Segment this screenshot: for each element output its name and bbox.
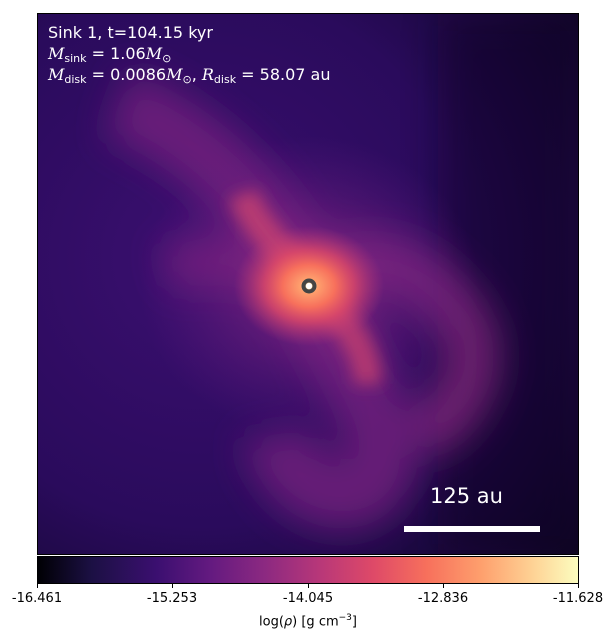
colorbar-tick	[578, 584, 579, 588]
sink-time-label: Sink 1, t=104.15 kyr	[48, 23, 213, 42]
colorbar-tick	[308, 584, 309, 588]
colorbar-tick	[37, 584, 38, 588]
colorbar-tick	[172, 584, 173, 588]
sink-mass-label: Msink = 1.06M⊙	[48, 44, 172, 65]
colorbar-tick-label: -11.628	[552, 591, 604, 606]
scale-bar-label: 125 au	[430, 484, 503, 508]
colorbar-tick	[443, 584, 444, 588]
scale-bar	[404, 526, 540, 532]
colorbar-tick-label: -15.253	[146, 591, 198, 606]
disk-mass-radius-label: Mdisk = 0.0086M⊙, Rdisk = 58.07 au	[48, 65, 331, 86]
sink-marker	[306, 283, 312, 289]
density-image	[38, 14, 578, 554]
colorbar-label: log(ρ) [g cm−3]	[259, 613, 357, 630]
colorbar	[37, 556, 579, 584]
sink-marker-outline	[301, 278, 317, 294]
colorbar-tick-label: -14.045	[282, 591, 334, 606]
colorbar-tick-label: -16.461	[11, 591, 63, 606]
density-map: Sink 1, t=104.15 kyr Msink = 1.06M⊙ Mdis…	[37, 13, 579, 555]
colorbar-tick-label: -12.836	[417, 591, 469, 606]
